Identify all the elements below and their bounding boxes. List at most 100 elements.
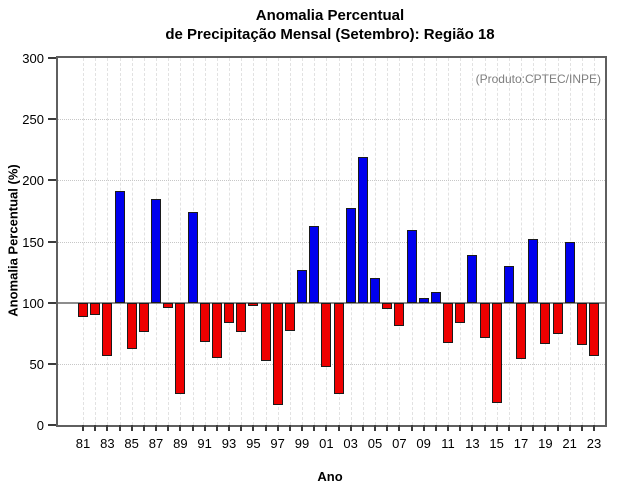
x-tick-label: 87 [148,436,164,451]
x-tick-label: 89 [173,436,188,451]
x-tick [313,425,316,431]
y-tick [48,424,56,426]
x-tick-label: 15 [489,436,504,451]
y-axis-title: Anomalia Percentual (%) [5,164,21,317]
x-tick-label: 07 [392,436,407,451]
y-tick [48,301,56,304]
x-tick-label: 03 [343,436,358,451]
bar-1986 [138,302,149,333]
y-tick-label: 50 [29,356,44,372]
bar-1987 [151,198,161,303]
x-tick [544,425,547,431]
bar-2013 [467,254,478,303]
x-tick [155,425,157,431]
bar-2011 [443,302,453,344]
x-tick [532,425,535,431]
x-tick [215,425,218,431]
x-tick [361,425,364,431]
x-tick [507,425,510,431]
y-tick-label: 150 [22,234,44,250]
x-tick [167,425,170,431]
bar-1989 [175,302,186,395]
bar-1984 [114,191,125,303]
bar-1991 [199,302,210,342]
x-tick [325,425,328,431]
x-tick [82,425,84,431]
x-tick [276,425,279,431]
x-tick [240,425,243,431]
x-tick-label: 13 [465,436,480,451]
x-tick [264,425,267,431]
bar-2005 [370,278,380,303]
bar-2020 [552,302,563,335]
x-tick [434,425,437,431]
bar-2001 [321,302,332,368]
bar-2004 [357,157,368,303]
x-tick-label: 05 [367,436,383,451]
baseline-100 [58,301,605,304]
x-tick [580,425,583,431]
bar-2016 [503,265,514,303]
bar-2008 [406,230,417,303]
bar-2007 [394,302,405,326]
x-tick [593,425,595,431]
x-tick-label: 09 [416,436,431,451]
source-annotation: (Produto:CPTEC/INPE) [475,72,601,86]
x-tick [520,425,522,431]
bar-2002 [333,302,344,395]
y-tick-label: 200 [22,173,44,189]
bar-2022 [576,302,587,346]
bar-2009 [418,297,429,303]
y-tick [48,179,56,182]
bar-2014 [479,302,490,339]
x-tick [130,425,133,431]
x-tick [118,425,121,431]
bar-1981 [78,302,88,318]
bar-2023 [589,302,599,357]
x-tick [191,425,194,431]
bar-1995 [248,302,259,307]
bar-2012 [455,302,466,324]
x-tick [483,425,486,431]
x-tick [94,425,97,431]
x-tick [179,425,182,431]
bar-1997 [272,302,283,406]
plot-area: (Produto:CPTEC/INPE) [58,58,605,425]
bar-1994 [236,302,247,333]
plot-frame [56,56,607,427]
chart-title: Anomalia Percentual de Precipitação Mens… [0,6,640,44]
bar-2017 [516,302,526,359]
x-tick [471,425,474,431]
y-tick [48,240,56,243]
y-tick [48,362,56,365]
x-axis-title: Ano [317,469,343,484]
bar-1985 [126,302,137,350]
bar-2018 [528,239,539,303]
bar-2010 [430,291,441,303]
x-tick [447,425,449,431]
bar-1983 [102,302,113,357]
chart-title-line2: de Precipitação Mensal (Setembro): Regiã… [165,26,495,43]
y-tick-label: 250 [22,112,44,128]
x-tick [252,425,255,431]
x-tick-label: 23 [586,436,602,451]
x-tick-label: 83 [100,436,115,451]
bar-2000 [309,225,320,303]
y-tick-label: 0 [36,418,44,433]
x-tick-label: 19 [538,436,553,451]
x-tick [142,425,145,431]
x-tick-label: 97 [270,436,285,451]
bar-1992 [211,302,222,358]
horizontal-gridline [58,241,605,243]
x-tick [374,425,376,431]
bar-1982 [90,302,101,315]
bar-1990 [187,212,198,303]
x-tick [459,425,462,431]
x-tick [349,425,352,431]
bar-2015 [491,302,502,403]
chart-title-line1: Anomalia Percentual [255,7,405,24]
x-tick-label: 17 [513,436,529,451]
x-tick [203,425,206,431]
bar-2021 [564,241,575,303]
